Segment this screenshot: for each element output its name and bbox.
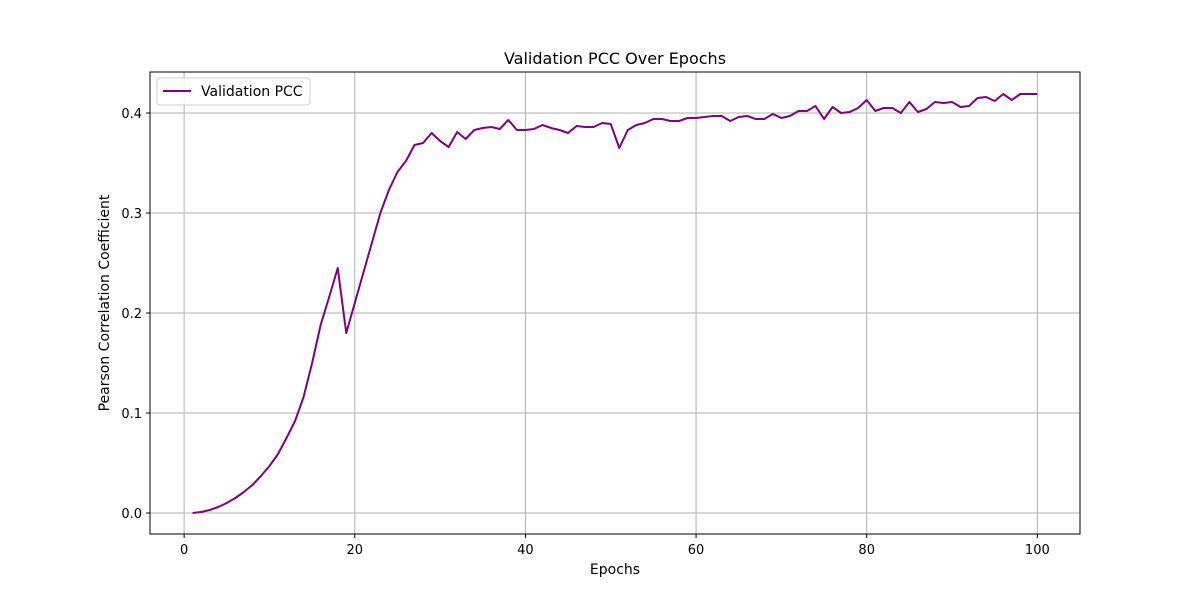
x-tick-label: 20 xyxy=(346,543,363,558)
grid xyxy=(150,72,1080,534)
legend-box xyxy=(156,77,311,106)
y-tick-label: 0.4 xyxy=(121,107,142,122)
legend: Validation PCC xyxy=(156,77,311,106)
x-tick-label: 80 xyxy=(858,543,875,558)
x-axis-label: Epochs xyxy=(590,562,640,578)
y-tick-label: 0.0 xyxy=(121,507,142,522)
x-tick-label: 40 xyxy=(517,543,534,558)
y-tick-label: 0.1 xyxy=(121,407,142,422)
y-axis-label: Pearson Correlation Coefficient xyxy=(97,194,113,411)
y-tick-label: 0.2 xyxy=(121,307,142,322)
series-line-0 xyxy=(192,93,1038,514)
legend-label: Validation PCC xyxy=(201,84,303,100)
y-tick-label: 0.3 xyxy=(121,207,142,222)
plot-frame xyxy=(149,71,1081,535)
ticks: 0 20 40 60 80 100 0.0 0.1 0.2 0.3 0.4 xyxy=(121,107,1049,558)
x-tick-label: 0 xyxy=(180,543,188,558)
chart-title: Validation PCC Over Epochs xyxy=(504,49,726,68)
x-tick-label: 100 xyxy=(1025,543,1050,558)
plot-area xyxy=(192,93,1038,514)
x-tick-label: 60 xyxy=(688,543,705,558)
